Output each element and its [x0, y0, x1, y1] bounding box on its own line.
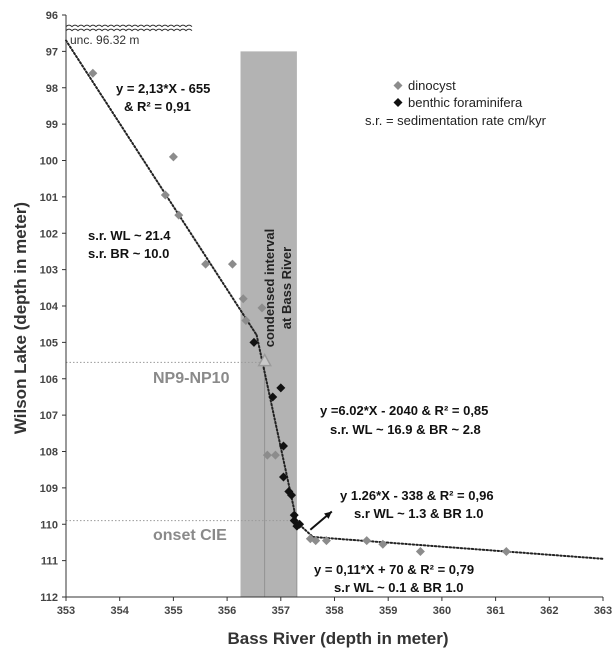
dinocyst-point-5 [201, 259, 211, 269]
y-tick-label-99: 99 [46, 119, 58, 131]
ref-label-onset-cie: onset CIE [153, 527, 227, 544]
dinocyst-point-3 [160, 190, 170, 200]
band-label-line1: condensed interval [262, 229, 277, 347]
x-tick-label-361: 361 [486, 605, 504, 617]
y-tick-label-111: 111 [41, 556, 58, 568]
dinocyst-point-4 [174, 210, 184, 220]
dinocyst-point-15 [362, 536, 372, 546]
y-tick-label-98: 98 [46, 83, 58, 95]
annotation-4-line1: y 1.26*X - 338 & R² = 0,96 [340, 488, 494, 503]
dinocyst-point-13 [311, 536, 321, 546]
annotation-3-line1: y =6.02*X - 2040 & R² = 0,85 [320, 403, 488, 418]
y-tick-label-106: 106 [40, 374, 58, 386]
unc-wavy-line-2 [65, 28, 193, 32]
benthic-point-7 [287, 490, 297, 500]
y-tick-label-104: 104 [40, 301, 59, 313]
annotation-1-line1: y = 2,13*X - 655 [116, 81, 210, 96]
benthic-point-10 [295, 519, 305, 529]
x-tick-label-362: 362 [540, 605, 558, 617]
y-tick-label-110: 110 [40, 519, 58, 531]
legend-sr-note: s.r. = sedimentation rate cm/kyr [365, 113, 547, 128]
y-axis-title: Wilson Lake (depth in meter) [11, 202, 30, 434]
trend-line-4 [312, 535, 604, 560]
dinocyst-point-16 [378, 539, 388, 549]
y-tick-label-101: 101 [40, 192, 58, 204]
x-tick-label-363: 363 [594, 605, 612, 617]
annotation-5-line2: s.r WL ~ 0.1 & BR 1.0 [334, 580, 463, 595]
legend-dinocyst-marker [393, 81, 403, 90]
y-tick-label-96: 96 [46, 10, 58, 22]
triangle-marker [257, 352, 272, 367]
dinocyst-point-10 [262, 450, 272, 460]
x-tick-label-354: 354 [111, 605, 130, 617]
benthic-point-1 [249, 337, 259, 347]
x-tick-label-360: 360 [433, 605, 451, 617]
x-tick-label-356: 356 [218, 605, 236, 617]
benthic-point-4 [278, 441, 288, 451]
y-tick-label-108: 108 [40, 447, 58, 459]
legend-benthic-marker [393, 98, 403, 107]
y-tick-label-102: 102 [40, 228, 58, 240]
annotation-1-line2: & R² = 0,91 [124, 99, 191, 114]
y-tick-label-107: 107 [40, 410, 58, 422]
dinocyst-point-9 [257, 303, 267, 313]
x-tick-label-355: 355 [164, 605, 182, 617]
y-tick-label-109: 109 [40, 483, 58, 495]
y-tick-label-97: 97 [46, 46, 58, 58]
trend-line-1 [65, 39, 258, 337]
axes: 353 354 355 356 357 358 359 360 361 362 363 96 97 98 9… [40, 10, 613, 617]
x-tick-label-359: 359 [379, 605, 397, 617]
x-tick-label-358: 358 [325, 605, 343, 617]
band-label-line2: at Bass River [279, 247, 294, 329]
trend-lines [65, 39, 604, 560]
dinocyst-point-1 [88, 68, 98, 78]
dinocyst-point-11 [270, 450, 280, 460]
x-tick-label-353: 353 [57, 605, 75, 617]
legend-benthic-label: benthic foraminifera [408, 95, 523, 110]
benthic-point-5 [278, 472, 288, 482]
arrow-head [324, 511, 332, 519]
dinocyst-point-14 [321, 536, 331, 546]
y-tick-label-105: 105 [40, 337, 58, 349]
annotation-2-line2: s.r. BR ~ 10.0 [88, 246, 169, 261]
y-tick-label-100: 100 [40, 156, 58, 168]
y-tick-label-103: 103 [40, 265, 58, 277]
x-axis-title: Bass River (depth in meter) [227, 629, 448, 648]
annotation-3-line2: s.r. WL ~ 16.9 & BR ~ 2.8 [330, 422, 481, 437]
dinocyst-point-2 [168, 152, 178, 162]
annotation-5-line1: y = 0,11*X + 70 & R² = 0,79 [314, 562, 474, 577]
annotation-2-line1: s.r. WL ~ 21.4 [88, 228, 171, 243]
dinocyst-point-18 [501, 547, 511, 557]
points-layer [88, 68, 511, 557]
dinocyst-point-8 [241, 316, 251, 326]
benthic-point-11 [289, 510, 299, 520]
dinocyst-point-6 [227, 259, 237, 269]
ref-label-np9-np10: NP9-NP10 [153, 370, 230, 387]
dinocyst-point-17 [415, 547, 425, 557]
unc-wavy-line [65, 24, 193, 28]
benthic-point-2 [268, 392, 278, 402]
annotation-4-line2: s.r WL ~ 1.3 & BR 1.0 [354, 506, 483, 521]
benthic-point-3 [276, 383, 286, 393]
x-tick-label-357: 357 [272, 605, 290, 617]
y-tick-label-112: 112 [40, 592, 58, 604]
dinocyst-point-7 [238, 294, 248, 304]
unc-label: unc. 96.32 m [70, 33, 139, 47]
legend-dinocyst-label: dinocyst [408, 78, 456, 93]
